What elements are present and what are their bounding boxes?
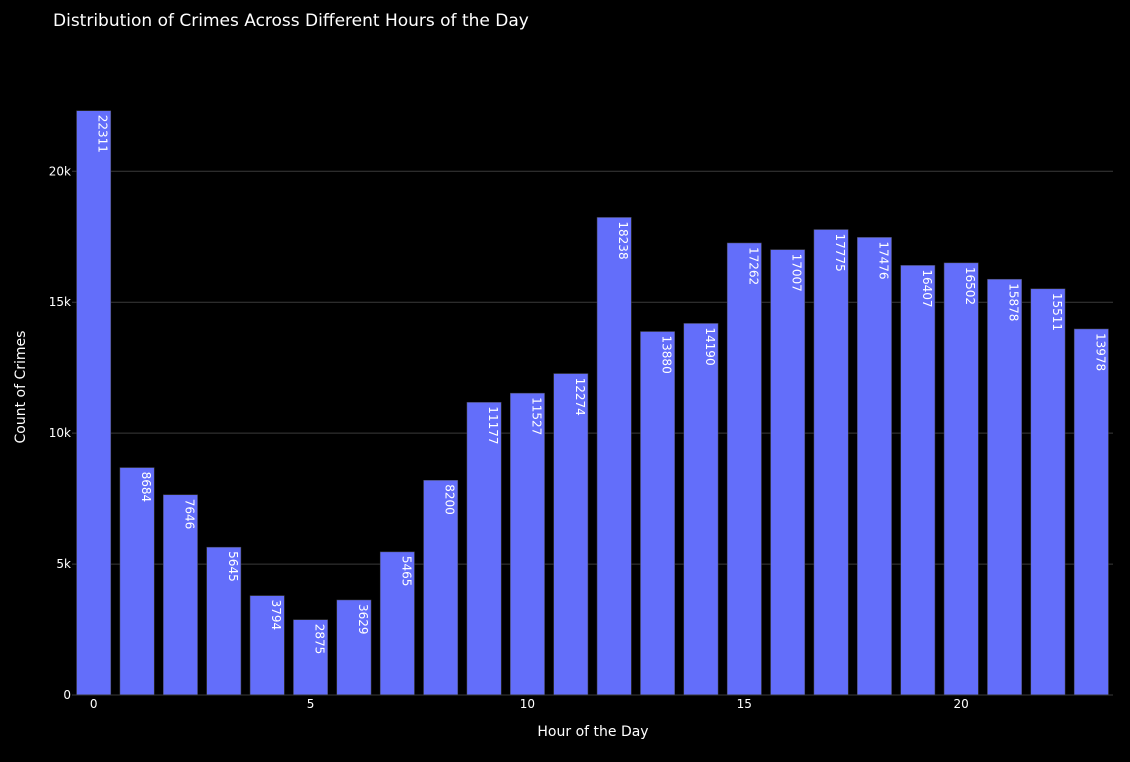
x-tick-label: 20 [954,697,969,711]
gridlines [72,170,1113,565]
bar[interactable] [596,217,632,696]
bar-value-label: 7646 [182,499,196,530]
bar-value-label: 2875 [313,624,327,655]
bar[interactable] [987,278,1022,696]
bar[interactable] [857,237,892,696]
bar[interactable] [770,249,806,696]
bar-value-label: 17262 [746,247,760,285]
y-tick-label: 15k [49,295,71,309]
bar-value-label: 11177 [486,406,500,444]
bar[interactable] [119,467,155,696]
bar-value-label: 15511 [1050,293,1064,331]
bar[interactable] [249,595,285,696]
bar-value-label: 12274 [573,378,587,416]
bar[interactable] [1073,328,1109,696]
bar-value-label: 14190 [703,327,717,365]
bar-value-label: 16407 [920,269,934,307]
bar[interactable] [336,599,372,696]
bar-value-label: 18238 [616,221,630,259]
bar[interactable] [813,229,849,696]
x-tick-label: 10 [520,697,535,711]
bar-value-label: 8200 [443,484,457,515]
bars [76,110,1109,696]
bar[interactable] [76,110,112,696]
x-axis-title: Hour of the Day [537,724,648,740]
axes: 0 5k 10k 15k 20k 0 5 10 15 20 [49,164,1113,711]
bar-value-label: 16502 [963,267,977,305]
y-axis-title: Count of Crimes [13,331,29,444]
bar-data-labels: 22311 8684 7646 5645 3794 2875 3629 5465 8200 111… [96,115,1108,655]
bar-value-label: 15878 [1007,283,1021,321]
y-tick-label: 0 [63,688,71,702]
bar-value-label: 13880 [660,336,674,374]
bar[interactable] [423,480,459,696]
y-tick-label: 20k [49,164,71,178]
x-tick-label: 15 [737,697,752,711]
bar-value-label: 5645 [226,551,240,582]
bar-value-label: 17007 [790,254,804,292]
x-tick-label: 5 [307,697,315,711]
bar[interactable] [510,392,545,696]
x-tick-label: 0 [90,697,98,711]
bar[interactable] [466,402,502,696]
bar[interactable] [900,265,936,696]
bar[interactable] [293,619,328,696]
bar-value-label: 22311 [96,115,110,153]
bar[interactable] [640,331,675,696]
bar[interactable] [1030,288,1066,696]
bar[interactable] [683,323,719,696]
bar-value-label: 17476 [876,241,890,279]
bar-value-label: 11527 [529,397,543,435]
chart-title: Distribution of Crimes Across Different … [53,11,529,31]
bar[interactable] [379,551,415,696]
y-tick-label: 10k [49,426,71,440]
bar-value-label: 17775 [833,234,847,272]
bar-value-label: 8684 [139,472,153,503]
bar[interactable] [943,262,979,696]
bar[interactable] [553,373,589,696]
bar-value-label: 13978 [1093,333,1107,371]
bar[interactable] [726,242,762,696]
bar-value-label: 3794 [269,600,283,631]
bar[interactable] [163,494,198,696]
bar-value-label: 5465 [399,556,413,587]
bar-value-label: 3629 [356,604,370,635]
bar[interactable] [206,546,242,696]
y-tick-label: 5k [56,557,71,571]
